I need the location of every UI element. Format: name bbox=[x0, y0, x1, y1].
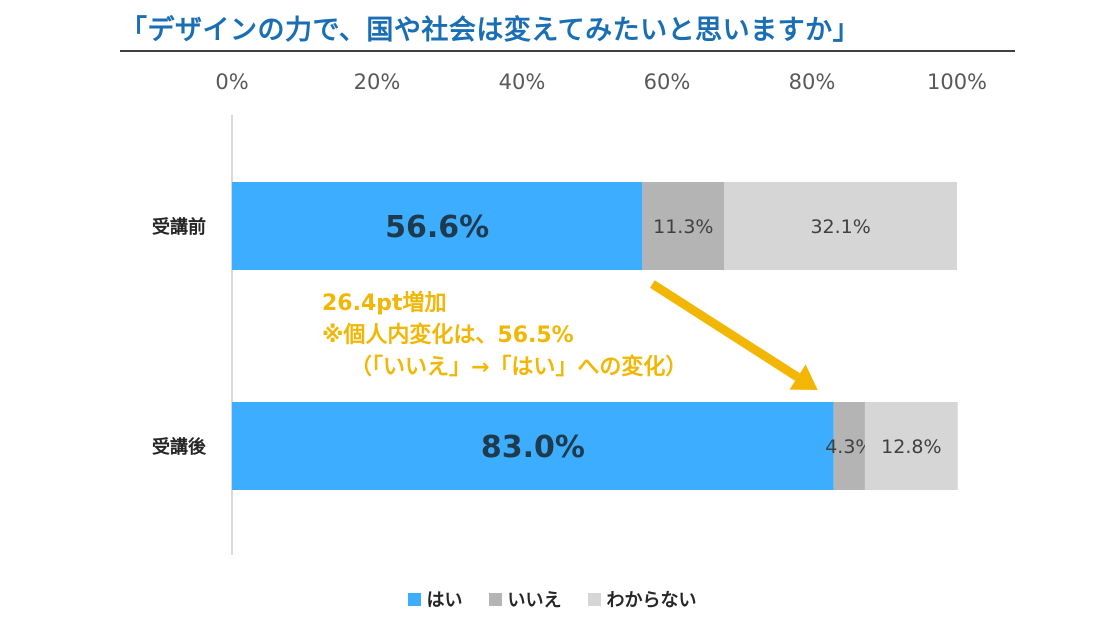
legend-label-no: いいえ bbox=[507, 590, 562, 611]
x-tick-label: 100% bbox=[927, 70, 987, 94]
x-tick-label: 60% bbox=[644, 70, 691, 94]
bar-segment bbox=[724, 182, 957, 270]
legend-item-yes: はい bbox=[407, 586, 463, 612]
category-label: 受講後 bbox=[152, 436, 207, 458]
annotation-line-1: 26.4pt増加 bbox=[322, 291, 447, 316]
x-tick-label: 40% bbox=[499, 70, 546, 94]
legend-label-unknown: わからない bbox=[606, 590, 697, 611]
data-label: 83.0% bbox=[481, 430, 585, 465]
legend-swatch-no bbox=[488, 592, 502, 606]
legend-label-yes: はい bbox=[426, 590, 463, 611]
data-label: 12.8% bbox=[881, 436, 941, 458]
data-label: 4.3% bbox=[825, 436, 873, 458]
bar-segment bbox=[642, 182, 725, 270]
legend-swatch-unknown bbox=[587, 592, 601, 606]
legend-item-unknown: わからない bbox=[587, 586, 697, 612]
x-tick-label: 20% bbox=[354, 70, 401, 94]
change-annotation: 26.4pt増加 ※個人内変化は、56.5% （「いいえ」→「はい」への変化） bbox=[322, 288, 687, 384]
chart-legend: はい いいえ わからない bbox=[0, 586, 1104, 612]
bar-segment bbox=[232, 402, 834, 490]
legend-item-no: いいえ bbox=[488, 586, 562, 612]
data-label: 32.1% bbox=[810, 216, 870, 238]
annotation-arrow-head bbox=[789, 364, 818, 390]
bar-segment bbox=[864, 402, 958, 490]
data-label: 11.3% bbox=[653, 216, 713, 238]
x-tick-label: 80% bbox=[789, 70, 836, 94]
legend-swatch-yes bbox=[407, 592, 421, 606]
bar-segment bbox=[833, 402, 865, 490]
category-label: 受講前 bbox=[152, 216, 206, 238]
chart-title: 「デザインの力で、国や社会は変えてみたいと思いますか」 bbox=[120, 15, 861, 46]
annotation-arrow-shaft bbox=[649, 280, 800, 381]
annotation-line-2: ※個人内変化は、56.5% bbox=[322, 323, 574, 348]
annotation-line-3: （「いいえ」→「はい」への変化） bbox=[350, 355, 688, 380]
title-underline bbox=[120, 50, 1015, 52]
x-tick-label: 0% bbox=[215, 70, 248, 94]
data-label: 56.6% bbox=[385, 210, 489, 245]
bar-segment bbox=[232, 182, 643, 270]
